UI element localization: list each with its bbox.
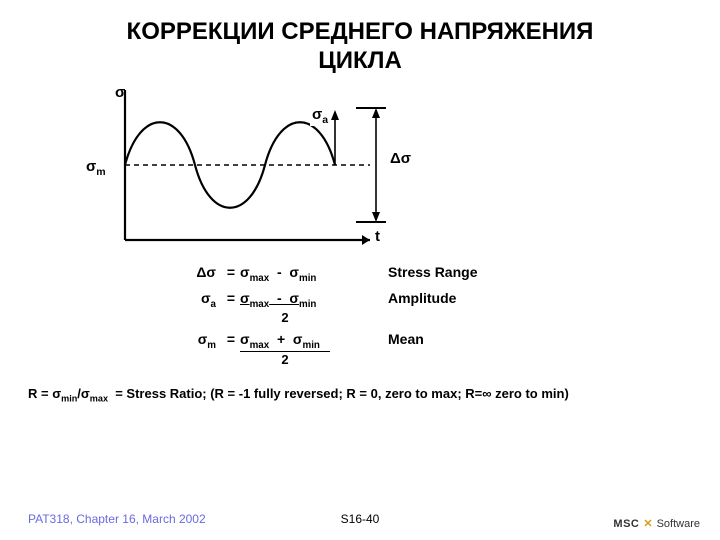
eq-amplitude: σa = σmax - σmin 2 Amplitude bbox=[180, 290, 477, 325]
msc-x-icon: ✕ bbox=[643, 517, 652, 530]
eq-equals: = bbox=[222, 290, 240, 306]
eq-lhs: σm bbox=[180, 331, 222, 351]
eq-label: Mean bbox=[370, 331, 424, 347]
stress-cycle-diagram: σ σm σa Δσ t bbox=[80, 90, 420, 250]
delta-sigma-label: Δσ bbox=[390, 150, 411, 167]
sigma-a-label: σa bbox=[310, 106, 330, 126]
footer-logo: MSC ✕ Software bbox=[613, 517, 700, 530]
eq-label: Amplitude bbox=[370, 290, 456, 306]
eq-lhs: σa bbox=[180, 290, 222, 310]
eq-rhs: σmax - σmin 2 bbox=[240, 290, 370, 325]
page-title: КОРРЕКЦИИ СРЕДНЕГО НАПРЯЖЕНИЯ ЦИКЛА bbox=[0, 0, 720, 76]
eq-equals: = bbox=[222, 331, 240, 347]
eq-rhs: σmax - σmin bbox=[240, 264, 370, 284]
eq-lhs: Δσ bbox=[180, 264, 222, 280]
eq-denom: 2 bbox=[240, 352, 330, 367]
msc-brand: MSC bbox=[613, 518, 639, 530]
x-axis-label: t bbox=[375, 228, 380, 245]
eq-mean: σm = σmax + σmin 2 Mean bbox=[180, 331, 477, 368]
title-line-2: ЦИКЛА bbox=[0, 47, 720, 76]
eq-stress-range: Δσ = σmax - σmin Stress Range bbox=[180, 264, 477, 284]
equations-block: Δσ = σmax - σmin Stress Range σa = σmax … bbox=[180, 264, 477, 373]
stress-ratio-text: R = σmin/σmax = Stress Ratio; (R = -1 fu… bbox=[28, 386, 569, 404]
msc-suffix: Software bbox=[657, 518, 700, 530]
eq-denom: 2 bbox=[240, 310, 330, 325]
eq-label: Stress Range bbox=[370, 264, 477, 280]
title-line-1: КОРРЕКЦИИ СРЕДНЕГО НАПРЯЖЕНИЯ bbox=[0, 18, 720, 47]
diagram-svg bbox=[80, 90, 420, 260]
eq-equals: = bbox=[222, 264, 240, 280]
y-axis-label: σ bbox=[115, 84, 125, 101]
eq-rhs: σmax + σmin 2 bbox=[240, 331, 370, 368]
footer-page-number: S16-40 bbox=[0, 512, 720, 526]
sigma-m-label: σm bbox=[86, 158, 106, 178]
